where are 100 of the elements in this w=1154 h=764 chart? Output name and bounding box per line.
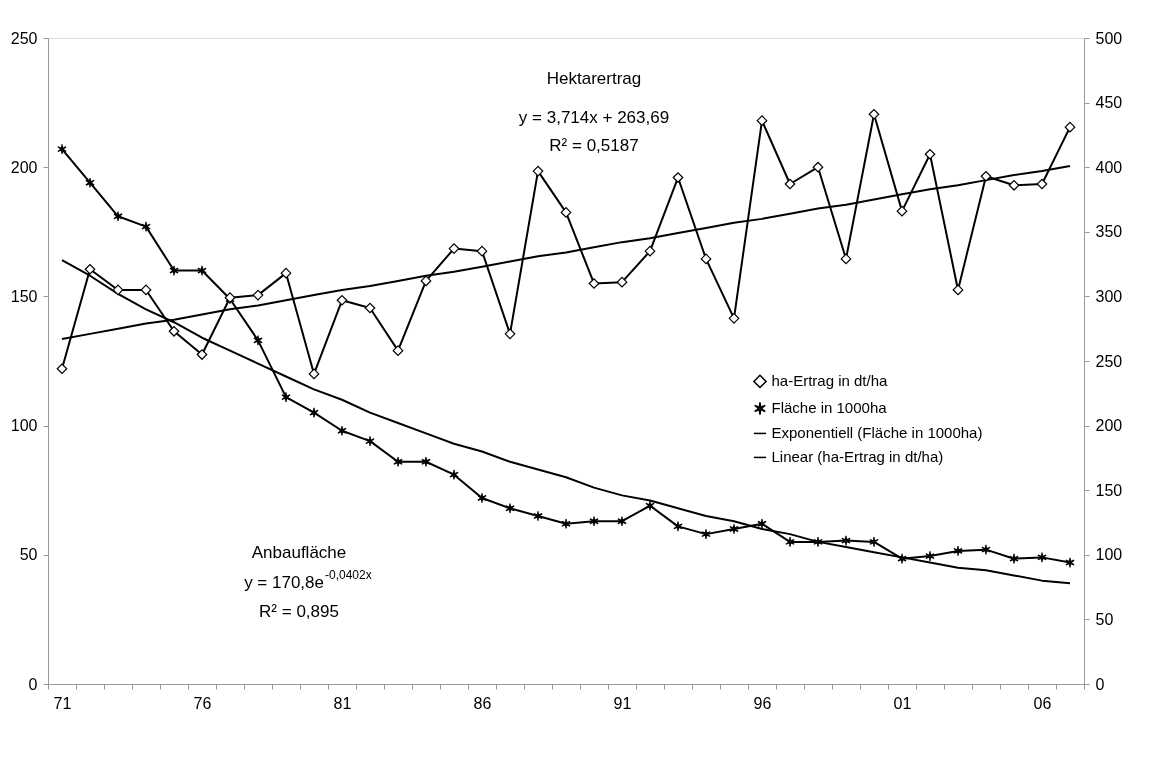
x-tick-label: 06 [1033, 694, 1052, 712]
y-tick-label: 0 [28, 675, 38, 693]
x-tick-label: 76 [193, 694, 212, 712]
point [336, 294, 348, 306]
point [85, 177, 95, 189]
y2-tick-label: 150 [1095, 481, 1123, 499]
point [393, 456, 403, 468]
point [57, 143, 67, 155]
x-tick-label: 01 [893, 694, 912, 712]
point [1009, 553, 1019, 565]
legend-label: Exponentiell (Fläche in 1000ha) [771, 424, 983, 442]
point [533, 510, 543, 522]
point [280, 267, 292, 279]
point [420, 275, 432, 287]
point [532, 165, 544, 177]
point [729, 523, 739, 535]
point [1064, 121, 1076, 133]
point [588, 278, 600, 289]
point [841, 535, 851, 546]
y-tick-label: 50 [19, 546, 38, 564]
point [505, 502, 515, 514]
point [980, 170, 992, 182]
point [925, 550, 935, 562]
point [141, 221, 151, 232]
point [589, 515, 599, 527]
point [840, 253, 852, 265]
point [952, 284, 964, 296]
point [924, 148, 936, 160]
x-tick-label: 91 [613, 694, 632, 712]
legend-label: ha-Ertrag in dt/ha [771, 372, 889, 390]
point [560, 207, 572, 218]
point [617, 515, 627, 527]
y-tick-label: 250 [10, 29, 38, 47]
point [337, 425, 347, 437]
y2-tick-label: 100 [1095, 546, 1123, 564]
point [896, 205, 908, 217]
point [421, 456, 431, 468]
point [140, 284, 152, 296]
legend-label: Fläche in 1000ha [771, 399, 888, 417]
x-tick-label: 96 [753, 694, 772, 712]
point [645, 500, 655, 512]
annotation: y = 3,714x + 263,69 [518, 108, 670, 127]
point [1008, 179, 1020, 191]
y-tick-label: 200 [10, 158, 38, 176]
point [309, 407, 319, 419]
point [756, 115, 768, 127]
point [616, 276, 628, 288]
point [84, 263, 96, 275]
point [448, 243, 460, 254]
y2-tick-label: 450 [1095, 94, 1123, 112]
point [252, 289, 264, 301]
point [365, 435, 375, 447]
point [1036, 178, 1048, 190]
point [1037, 552, 1047, 563]
y2-tick-label: 300 [1095, 287, 1123, 305]
point [673, 521, 683, 532]
point [113, 210, 123, 222]
point [700, 253, 712, 265]
point [281, 391, 291, 403]
point [981, 544, 991, 555]
point [308, 368, 320, 380]
annotation: Anbaufläche [251, 543, 347, 562]
y2-tick-label: 0 [1095, 675, 1105, 693]
point [953, 545, 963, 557]
point [701, 528, 711, 540]
annotation: Hektarertrag [546, 69, 642, 88]
y2-tick-label: 50 [1095, 610, 1114, 628]
point [56, 363, 68, 375]
y2-tick-label: 500 [1095, 29, 1123, 47]
y2-tick-label: 200 [1095, 417, 1123, 435]
y-tick-label: 150 [10, 287, 38, 305]
point [561, 518, 571, 530]
point [644, 245, 656, 257]
point [168, 325, 180, 337]
point [868, 108, 880, 120]
point [477, 492, 487, 504]
point [392, 345, 404, 357]
point [812, 161, 824, 173]
point [813, 536, 823, 548]
point [897, 553, 907, 565]
y2-tick-label: 400 [1095, 158, 1123, 176]
y2-tick-label: 350 [1095, 223, 1123, 241]
point [112, 284, 124, 296]
point [476, 245, 488, 257]
point [672, 172, 684, 183]
point [364, 302, 376, 314]
point [785, 536, 795, 548]
y2-tick-label: 250 [1095, 352, 1123, 370]
point [253, 334, 263, 346]
x-tick-label: 86 [473, 694, 492, 712]
y-tick-label: 100 [10, 417, 38, 435]
point [757, 518, 767, 530]
x-tick-label: 81 [333, 694, 352, 712]
x-tick-label: 71 [53, 694, 72, 712]
point [869, 536, 879, 548]
point [784, 178, 796, 190]
point [196, 349, 208, 360]
point [449, 469, 459, 481]
point [504, 328, 516, 340]
annotation: R² = 0,895 [259, 602, 339, 621]
